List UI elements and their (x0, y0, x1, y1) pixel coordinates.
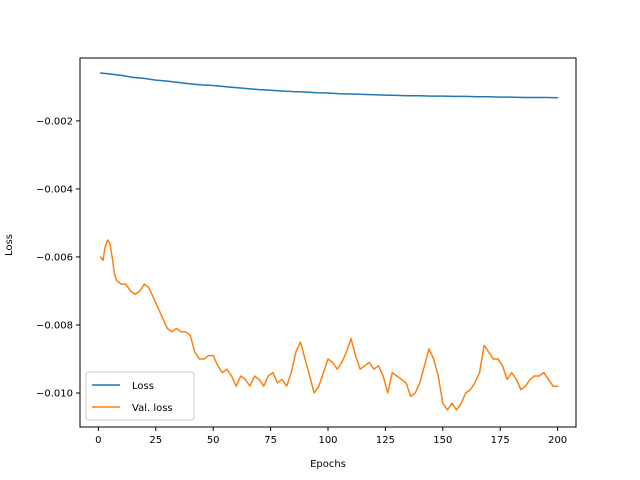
legend-label-val-loss: Val. loss (132, 403, 173, 414)
series-line-val-loss (99, 239, 559, 411)
x-tick-label: 100 (318, 435, 337, 446)
x-tick-label: 75 (264, 435, 277, 446)
y-tick-label: −0.002 (36, 116, 73, 127)
x-tick-label: 200 (548, 435, 567, 446)
series-line-loss (99, 72, 559, 99)
series-layer (99, 72, 559, 411)
x-tick-label: 50 (207, 435, 220, 446)
y-axis: −0.010 −0.008 −0.006 −0.004 −0.002 (36, 116, 80, 399)
y-tick-label: −0.008 (36, 320, 73, 331)
legend-box (85, 371, 195, 421)
x-axis: 0 25 50 75 100 125 150 175 200 (95, 427, 567, 446)
x-tick-label: 125 (376, 435, 395, 446)
y-tick-label: −0.004 (36, 184, 73, 195)
x-axis-label: Epochs (310, 459, 346, 470)
legend-label-loss: Loss (132, 381, 154, 392)
y-tick-label: −0.006 (36, 252, 73, 263)
x-tick-label: 150 (433, 435, 452, 446)
legend: Loss Val. loss (85, 371, 195, 421)
x-tick-label: 25 (149, 435, 162, 446)
y-tick-label: −0.010 (36, 388, 73, 399)
x-tick-label: 175 (491, 435, 510, 446)
x-tick-label: 0 (95, 435, 101, 446)
y-axis-label: Loss (4, 234, 15, 256)
